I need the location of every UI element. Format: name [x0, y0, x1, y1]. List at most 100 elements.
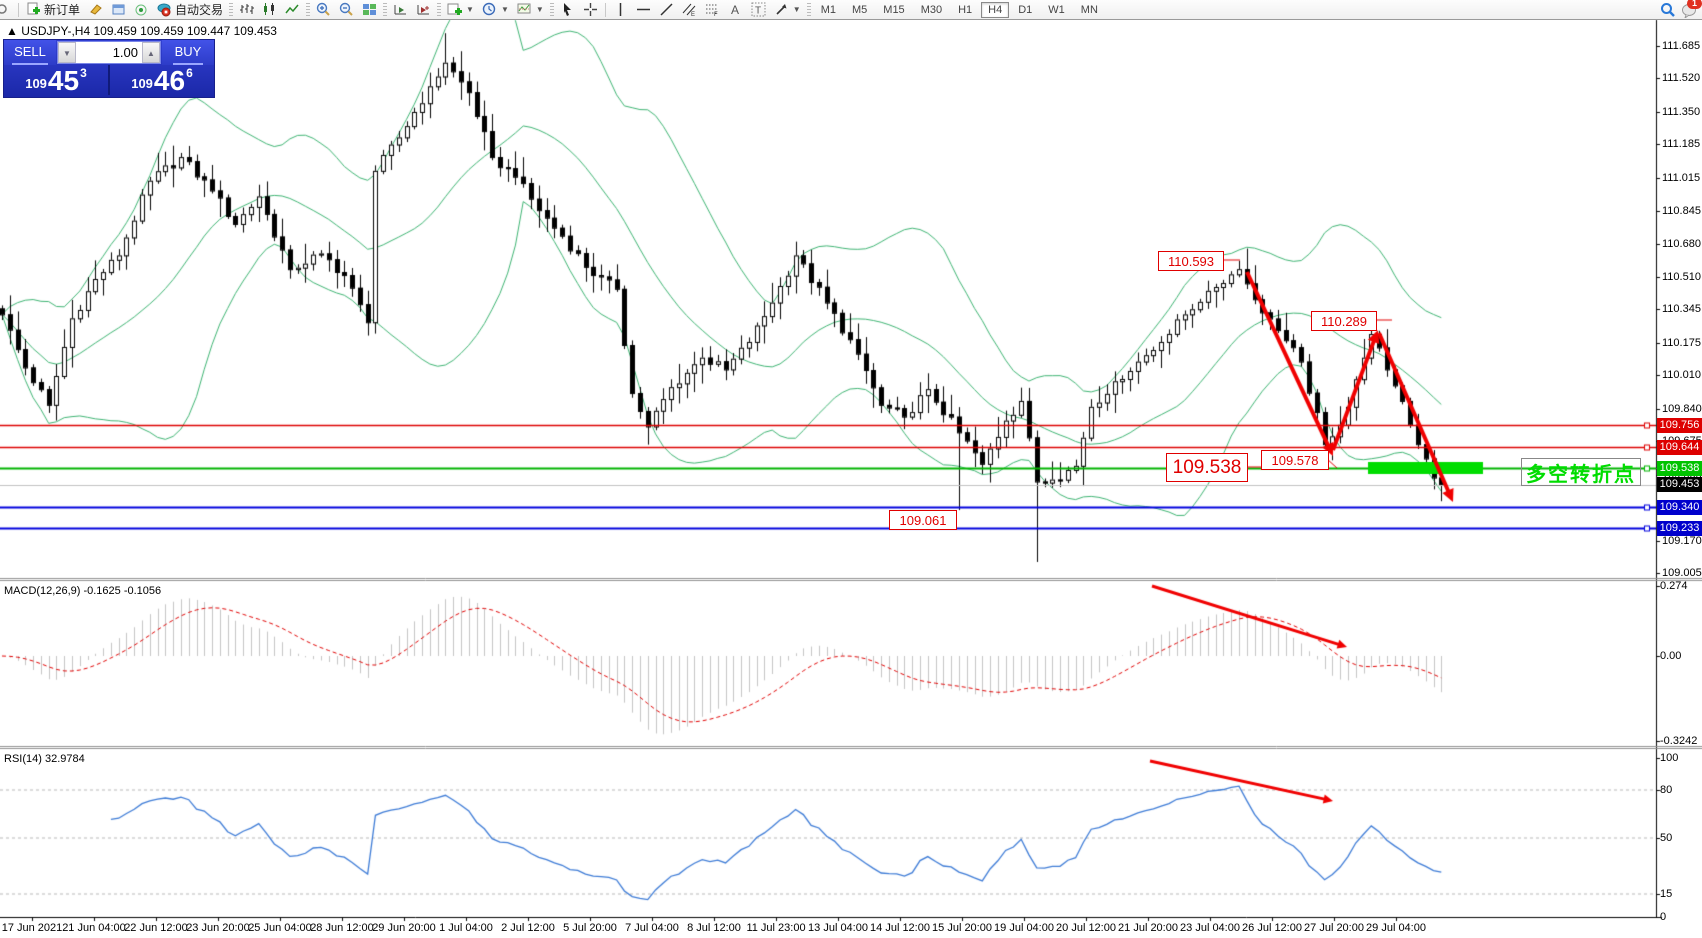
indicator-tick: 50	[1660, 832, 1673, 844]
collapse-triangle-icon[interactable]: ▲	[6, 24, 22, 38]
divider	[18, 2, 19, 17]
price-tick: 111.185	[1662, 138, 1701, 151]
sell-button[interactable]: SELL	[4, 40, 56, 65]
fibonacci-tool[interactable]: F	[701, 1, 724, 18]
vertical-line-tool[interactable]	[609, 1, 632, 18]
indicator-tick: 80	[1660, 784, 1673, 796]
indicators-button[interactable]: ▼	[443, 1, 478, 18]
price-tick: 109.170	[1662, 534, 1702, 547]
zoom-in-button[interactable]	[312, 1, 335, 18]
price-annotation-label[interactable]: 110.289	[1311, 311, 1377, 331]
timeframe-button-m5[interactable]: M5	[852, 3, 868, 16]
buy-price-pip: 6	[186, 66, 193, 80]
bar-chart-icon	[239, 2, 255, 17]
price-tick: 110.175	[1662, 336, 1701, 349]
volume-decrease-button[interactable]: ▼	[58, 42, 76, 63]
text-tool[interactable]: A	[724, 1, 747, 18]
svg-text:E: E	[691, 12, 695, 17]
timeframe-button-m1[interactable]: M1	[820, 3, 836, 16]
note-text-label[interactable]: 多空转折点	[1521, 458, 1641, 486]
periods-button[interactable]: ▼	[478, 1, 513, 18]
cursor-tool-button[interactable]	[556, 1, 579, 18]
dropdown-arrow: ▼	[535, 5, 544, 14]
timeframe-button-mn[interactable]: MN	[1080, 3, 1098, 16]
time-axis-label: 2 Jul 12:00	[501, 922, 555, 934]
signal-icon	[134, 2, 149, 17]
sell-price-pip: 3	[80, 66, 87, 80]
symbol-ohlc-text: USDJPY-,H4 109.459 109.459 109.447 109.4…	[21, 24, 277, 38]
sell-price[interactable]: 109 45 3	[4, 65, 110, 95]
search-icon[interactable]	[1660, 2, 1675, 17]
timeframe-button-w1[interactable]: W1	[1048, 3, 1065, 16]
timeframe-button-m15[interactable]: M15	[883, 3, 905, 16]
label-tool[interactable]: T	[747, 1, 770, 18]
time-axis-label: 26 Jul 12:00	[1242, 922, 1302, 934]
buy-price[interactable]: 109 46 6	[110, 65, 214, 95]
signals-button[interactable]	[130, 1, 153, 18]
svg-text:F: F	[714, 12, 718, 17]
price-annotation-label[interactable]: 109.061	[889, 510, 957, 530]
timeframe-button-d1[interactable]: D1	[1018, 3, 1033, 16]
hline-icon	[636, 2, 651, 17]
price-tick: 111.015	[1662, 171, 1701, 184]
styler-button[interactable]	[84, 1, 107, 18]
trendline-tool[interactable]	[655, 1, 678, 18]
toolbar-grip	[806, 2, 811, 17]
time-axis-label: 1 Jul 04:00	[439, 922, 493, 934]
sell-price-main: 45	[47, 65, 80, 96]
price-annotation-label[interactable]: 109.578	[1261, 450, 1329, 470]
price-annotation-label[interactable]: 110.593	[1158, 251, 1224, 271]
cursor-icon	[560, 2, 575, 17]
toolbar-grip	[383, 2, 388, 17]
volume-increase-button[interactable]: ▲	[142, 42, 160, 63]
indicator-tick: -0.3242	[1660, 735, 1698, 747]
auto-scroll-button[interactable]	[389, 1, 412, 18]
notification-badge: 1	[1687, 0, 1702, 9]
volume-input[interactable]	[76, 42, 142, 63]
crosshair-tool-button[interactable]	[579, 1, 602, 18]
timeframe-button-m30[interactable]: M30	[920, 3, 943, 16]
horizontal-line-tool[interactable]	[632, 1, 655, 18]
timeframe-button-h1[interactable]: H1	[958, 3, 973, 16]
time-axis-label: 11 Jul 23:00	[746, 922, 806, 934]
price-level-badge: 109.756	[1657, 417, 1702, 433]
autotrading-button[interactable]: 自动交易	[153, 1, 227, 18]
timeframe-button-h4[interactable]: H4	[981, 1, 1010, 18]
buy-button[interactable]: BUY	[162, 40, 214, 65]
time-axis-label: 15 Jul 20:00	[932, 922, 992, 934]
channel-tool[interactable]: E	[678, 1, 701, 18]
price-tick: 111.350	[1662, 105, 1701, 118]
price-tick: 110.510	[1662, 271, 1701, 284]
zoom-out-icon	[339, 2, 354, 17]
arrows-tool[interactable]: ▼	[770, 1, 805, 18]
templates-button[interactable]: ▼	[513, 1, 548, 18]
window-icon	[111, 2, 126, 17]
notifications-icon[interactable]: 1	[1681, 0, 1702, 18]
auto-scroll-icon	[393, 2, 408, 17]
arrow-shapes-icon	[774, 2, 789, 17]
indicator-tick: 0	[1660, 911, 1667, 923]
indicator-tick: 0.00	[1660, 650, 1682, 662]
one-click-trade-panel: SELL ▼ ▲ BUY 109 45 3 109 46 6	[3, 39, 215, 98]
candlestick-button[interactable]	[258, 1, 281, 18]
charts-window-button[interactable]	[107, 1, 130, 18]
volume-stepper: ▼ ▲	[57, 41, 161, 64]
toolbar-grip	[306, 2, 311, 17]
divider	[604, 2, 606, 17]
toolbar-grip	[437, 2, 442, 17]
new-order-button[interactable]: 新订单	[22, 1, 84, 18]
chart-shift-button[interactable]	[412, 1, 435, 18]
line-chart-button[interactable]	[281, 1, 304, 18]
autotrading-label: 自动交易	[175, 3, 224, 17]
zoom-out-button[interactable]	[335, 1, 358, 18]
time-axis-label: 29 Jul 04:00	[1366, 922, 1426, 934]
bar-chart-button[interactable]	[235, 1, 258, 18]
tile-windows-button[interactable]	[358, 1, 381, 18]
fibonacci-icon: F	[705, 2, 720, 17]
price-annotation-label[interactable]: 109.538	[1166, 453, 1248, 482]
price-tick: 111.520	[1662, 72, 1701, 85]
tile-windows-icon	[362, 2, 377, 17]
sell-price-base: 109	[25, 76, 47, 91]
